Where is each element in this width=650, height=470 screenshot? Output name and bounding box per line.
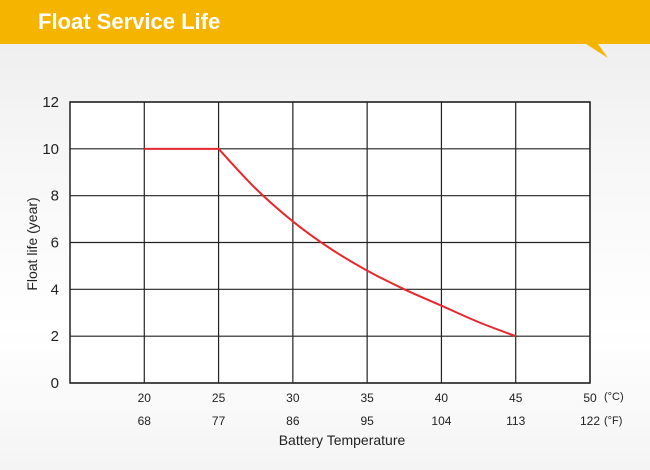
x-tick-label-celsius: 40 <box>435 391 449 405</box>
y-tick-label: 0 <box>51 375 59 392</box>
x-tick-label-fahrenheit: 77 <box>212 414 226 428</box>
x-tick-label-celsius: 30 <box>286 391 300 405</box>
y-tick-label: 10 <box>42 141 59 158</box>
chart-grid <box>69 101 591 384</box>
y-tick-label: 8 <box>51 188 59 205</box>
y-tick-label: 6 <box>51 235 59 252</box>
x-tick-label-celsius: 25 <box>212 391 226 405</box>
x-tick-label-fahrenheit: 113 <box>506 414 525 428</box>
y-axis-ticks: 0 2 4 6 8 10 12 <box>42 94 59 392</box>
x-tick-label-fahrenheit: 95 <box>360 414 374 428</box>
x-unit-celsius: (°C) <box>604 391 624 403</box>
header-banner: Float Service Life <box>0 0 650 58</box>
x-tick-label-fahrenheit: 122 <box>580 414 600 428</box>
y-tick-label: 12 <box>42 94 59 111</box>
y-axis-title: Float life (year) <box>24 197 40 290</box>
y-tick-label: 2 <box>51 328 59 345</box>
x-tick-label-celsius: 35 <box>360 391 374 405</box>
float-life-line <box>144 147 517 338</box>
x-axis-ticks: 20 68 25 77 30 86 35 95 40 104 45 113 50 122 <box>138 391 601 428</box>
banner-background <box>0 0 650 58</box>
x-tick-label-celsius: 45 <box>509 391 523 405</box>
x-tick-label-celsius: 50 <box>583 391 597 405</box>
x-axis-title: Battery Temperature <box>279 432 406 448</box>
y-tick-label: 4 <box>51 281 59 298</box>
x-tick-label-fahrenheit: 104 <box>431 414 451 428</box>
x-unit-fahrenheit: (°F) <box>604 415 622 427</box>
x-tick-label-fahrenheit: 86 <box>286 414 300 428</box>
chart-title: Float Service Life <box>38 9 220 34</box>
x-tick-label-celsius: 20 <box>138 391 152 405</box>
x-tick-label-fahrenheit: 68 <box>138 414 152 428</box>
